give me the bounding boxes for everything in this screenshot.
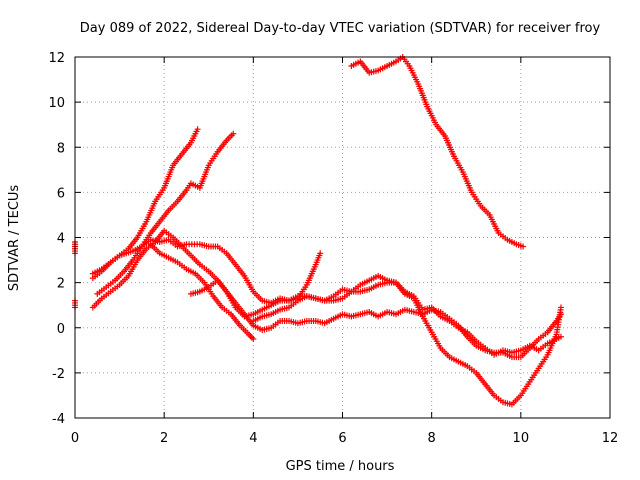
data-point [317,250,324,257]
series-track-7 [187,250,324,320]
x-tick-label: 2 [160,431,168,446]
x-tick-label: 12 [602,431,619,446]
x-tick-label: 4 [249,431,257,446]
data-point [557,304,564,311]
series-track-10 [348,54,527,250]
y-tick-label: 6 [57,186,65,201]
series-track-4 [94,130,237,297]
y-tick-label: 8 [57,141,65,156]
x-tick-label: 0 [71,431,79,446]
x-tick-label: 10 [513,431,530,446]
y-tick-label: 0 [57,322,65,337]
x-tick-label: 8 [428,431,436,446]
y-tick-label: 4 [57,232,65,247]
chart-title: Day 089 of 2022, Sidereal Day-to-day VTE… [80,21,601,36]
data-series [72,54,564,408]
y-tick-label: 2 [57,277,65,292]
y-tick-label: 10 [48,96,65,111]
data-point [194,126,201,133]
x-axis-title: GPS time / hours [286,459,395,474]
x-tick-label: 6 [338,431,346,446]
data-point [230,130,237,137]
series-track-6 [89,227,564,361]
y-tick-label: -2 [52,367,65,382]
data-point [557,333,564,340]
data-point [250,336,257,343]
data-point [520,243,527,250]
series-track-8 [147,241,257,343]
axis-ticks: 0 2 4 6 8 10 12 -4 -2 0 2 4 6 8 10 12 [48,51,618,446]
grid [75,57,610,418]
series-track-3 [89,126,201,282]
y-tick-label: 12 [48,51,65,66]
y-tick-label: -4 [52,412,65,427]
series-track-9 [250,279,564,408]
y-axis-title: SDTVAR / TECUs [7,185,22,292]
